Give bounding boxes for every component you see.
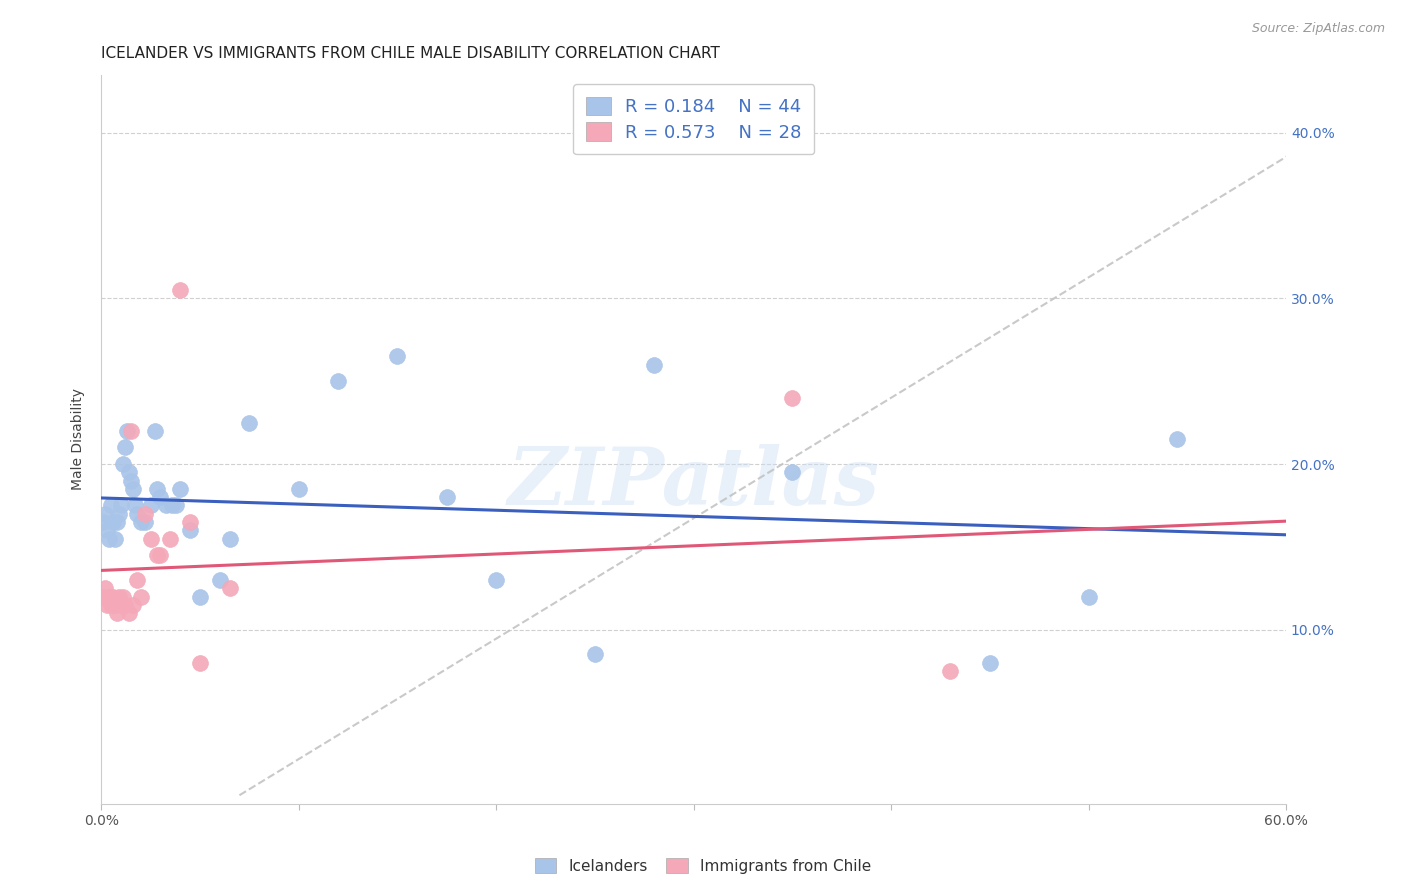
Point <box>143 424 166 438</box>
Point <box>1166 432 1188 446</box>
Point <box>125 573 148 587</box>
Point <box>104 598 127 612</box>
Point <box>96 523 118 537</box>
Point <box>105 515 128 529</box>
Point <box>129 590 152 604</box>
Point <box>782 466 804 480</box>
Point <box>939 664 962 678</box>
Text: Source: ZipAtlas.com: Source: ZipAtlas.com <box>1251 22 1385 36</box>
Point <box>165 499 187 513</box>
Point <box>159 532 181 546</box>
Point <box>121 598 143 612</box>
Point <box>104 532 127 546</box>
Point <box>583 648 606 662</box>
Point <box>101 590 124 604</box>
Point <box>139 499 162 513</box>
Legend: Icelanders, Immigrants from Chile: Icelanders, Immigrants from Chile <box>529 852 877 880</box>
Point <box>134 515 156 529</box>
Point <box>111 457 134 471</box>
Point <box>110 499 132 513</box>
Point <box>100 499 122 513</box>
Point <box>96 598 118 612</box>
Point <box>436 490 458 504</box>
Point <box>115 424 138 438</box>
Point <box>94 507 117 521</box>
Point <box>111 590 134 604</box>
Point <box>108 507 131 521</box>
Point <box>134 507 156 521</box>
Point <box>139 532 162 546</box>
Point <box>155 499 177 513</box>
Point <box>108 590 131 604</box>
Point <box>124 499 146 513</box>
Point <box>91 590 114 604</box>
Point <box>238 416 260 430</box>
Point <box>100 598 122 612</box>
Point <box>110 598 132 612</box>
Point <box>118 466 141 480</box>
Point <box>101 515 124 529</box>
Point <box>188 590 211 604</box>
Point <box>121 482 143 496</box>
Point <box>149 548 172 562</box>
Point <box>91 515 114 529</box>
Y-axis label: Male Disability: Male Disability <box>72 388 86 491</box>
Point <box>129 515 152 529</box>
Point <box>125 507 148 521</box>
Point <box>114 598 136 612</box>
Point <box>485 573 508 587</box>
Point <box>145 482 167 496</box>
Point <box>208 573 231 587</box>
Point <box>118 606 141 620</box>
Point <box>120 424 142 438</box>
Point <box>169 283 191 297</box>
Point <box>179 523 201 537</box>
Point <box>98 590 121 604</box>
Point <box>149 490 172 504</box>
Point <box>782 391 804 405</box>
Text: ZIPatlas: ZIPatlas <box>508 444 880 522</box>
Point <box>179 515 201 529</box>
Point <box>287 482 309 496</box>
Point <box>643 358 665 372</box>
Point <box>387 350 409 364</box>
Point <box>218 532 240 546</box>
Point <box>98 532 121 546</box>
Point <box>145 548 167 562</box>
Point <box>1077 590 1099 604</box>
Point <box>169 482 191 496</box>
Point <box>218 581 240 595</box>
Text: ICELANDER VS IMMIGRANTS FROM CHILE MALE DISABILITY CORRELATION CHART: ICELANDER VS IMMIGRANTS FROM CHILE MALE … <box>101 46 720 62</box>
Point <box>188 656 211 670</box>
Legend: R = 0.184    N = 44, R = 0.573    N = 28: R = 0.184 N = 44, R = 0.573 N = 28 <box>572 84 814 154</box>
Point <box>979 656 1001 670</box>
Point <box>120 474 142 488</box>
Point <box>114 441 136 455</box>
Point <box>94 581 117 595</box>
Point <box>162 499 184 513</box>
Point <box>328 374 350 388</box>
Point <box>105 606 128 620</box>
